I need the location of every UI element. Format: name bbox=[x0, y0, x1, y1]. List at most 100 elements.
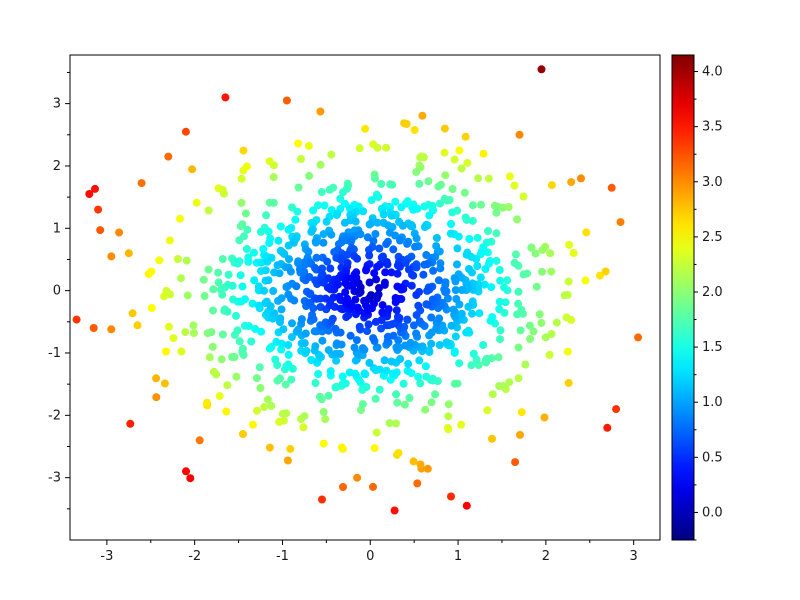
x-tick-label: -1 bbox=[276, 549, 289, 564]
data-point bbox=[392, 343, 401, 352]
data-point bbox=[447, 492, 455, 501]
data-point bbox=[269, 161, 278, 170]
colorbar bbox=[671, 54, 695, 541]
data-point bbox=[601, 267, 610, 276]
data-point bbox=[442, 338, 451, 347]
data-point bbox=[94, 205, 103, 214]
data-point bbox=[501, 298, 510, 307]
data-point bbox=[467, 361, 476, 370]
data-point bbox=[264, 276, 273, 285]
data-point bbox=[465, 235, 474, 243]
data-point bbox=[488, 390, 497, 399]
data-point bbox=[358, 344, 367, 353]
data-point bbox=[505, 172, 514, 181]
data-point bbox=[382, 321, 391, 330]
data-point bbox=[484, 174, 493, 183]
data-point bbox=[89, 324, 98, 332]
data-point bbox=[405, 394, 414, 402]
data-point bbox=[469, 349, 478, 358]
data-point bbox=[378, 308, 387, 317]
data-point bbox=[275, 269, 284, 278]
data-point bbox=[256, 227, 265, 236]
data-point bbox=[514, 343, 523, 352]
data-point bbox=[500, 283, 509, 292]
data-point bbox=[511, 458, 520, 467]
data-point bbox=[267, 401, 276, 410]
data-point bbox=[488, 313, 497, 322]
data-point bbox=[107, 252, 116, 261]
data-point bbox=[394, 449, 403, 457]
colorbar-tick-label: 4.0 bbox=[702, 65, 723, 80]
colorbar-tick-label: 2.5 bbox=[702, 230, 723, 245]
data-point bbox=[293, 207, 302, 216]
data-point bbox=[382, 366, 391, 375]
data-point bbox=[332, 356, 341, 365]
data-point bbox=[413, 479, 422, 488]
data-point bbox=[387, 211, 396, 220]
colorbar-tick-label: 3.0 bbox=[702, 175, 723, 190]
data-point bbox=[567, 178, 576, 187]
data-point bbox=[243, 225, 252, 234]
data-point bbox=[452, 295, 461, 303]
data-point bbox=[160, 379, 169, 388]
data-point bbox=[612, 405, 621, 414]
data-point bbox=[392, 306, 401, 315]
y-tick-label: 3 bbox=[53, 97, 61, 112]
axis-tick-labels: -3 -2 -1 0 1 2 3 -3 -2 -1 0 1 2 3 0.0 0.5 1.0 1.5 2.0 2.5 3.… bbox=[48, 65, 723, 564]
data-point bbox=[283, 456, 292, 465]
data-point bbox=[480, 280, 489, 289]
data-point bbox=[269, 173, 278, 182]
data-point bbox=[482, 354, 491, 363]
data-point bbox=[387, 357, 396, 366]
y-tick-label: -2 bbox=[48, 408, 61, 423]
data-point bbox=[369, 334, 378, 343]
data-point bbox=[479, 149, 488, 158]
data-point bbox=[461, 132, 470, 141]
data-point bbox=[387, 268, 396, 277]
data-point bbox=[369, 237, 378, 245]
data-point bbox=[443, 294, 452, 303]
data-point bbox=[365, 278, 374, 287]
data-point bbox=[455, 359, 464, 368]
data-point bbox=[365, 358, 374, 367]
data-point bbox=[344, 311, 353, 320]
data-point bbox=[495, 266, 504, 274]
data-point bbox=[453, 244, 462, 253]
data-point bbox=[336, 349, 344, 358]
data-point bbox=[274, 236, 283, 245]
data-point bbox=[183, 291, 192, 300]
data-point bbox=[525, 321, 534, 330]
data-point bbox=[372, 428, 381, 437]
data-point bbox=[235, 257, 244, 266]
data-point bbox=[416, 379, 425, 388]
data-point bbox=[388, 180, 397, 189]
data-point bbox=[182, 467, 190, 476]
data-point bbox=[177, 347, 186, 356]
data-point bbox=[244, 322, 253, 331]
data-point bbox=[255, 304, 264, 313]
data-point bbox=[353, 303, 362, 312]
data-point bbox=[250, 248, 258, 257]
data-point bbox=[324, 346, 333, 355]
data-point bbox=[468, 297, 477, 306]
data-point bbox=[128, 309, 137, 318]
data-point bbox=[432, 234, 441, 242]
data-point bbox=[380, 356, 389, 365]
data-point bbox=[517, 408, 526, 417]
data-point bbox=[240, 232, 248, 241]
data-point bbox=[436, 264, 445, 273]
data-point bbox=[409, 205, 418, 214]
data-point bbox=[513, 310, 522, 319]
data-point bbox=[309, 304, 318, 313]
data-point bbox=[382, 143, 391, 152]
data-point bbox=[443, 196, 452, 205]
data-point bbox=[319, 408, 328, 416]
data-point bbox=[616, 218, 625, 227]
data-point bbox=[214, 268, 223, 277]
data-point bbox=[257, 327, 266, 336]
data-point bbox=[318, 495, 326, 504]
data-point bbox=[315, 392, 324, 401]
data-point bbox=[305, 273, 314, 281]
data-point bbox=[434, 276, 443, 285]
data-point bbox=[392, 390, 401, 399]
